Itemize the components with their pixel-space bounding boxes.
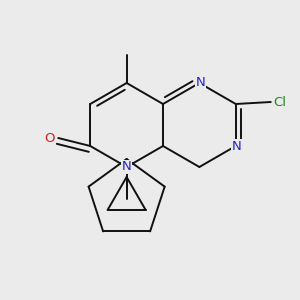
Text: N: N	[122, 160, 131, 173]
Text: Cl: Cl	[273, 95, 286, 109]
Text: N: N	[196, 76, 205, 89]
Text: O: O	[44, 131, 55, 145]
Text: N: N	[232, 140, 242, 152]
